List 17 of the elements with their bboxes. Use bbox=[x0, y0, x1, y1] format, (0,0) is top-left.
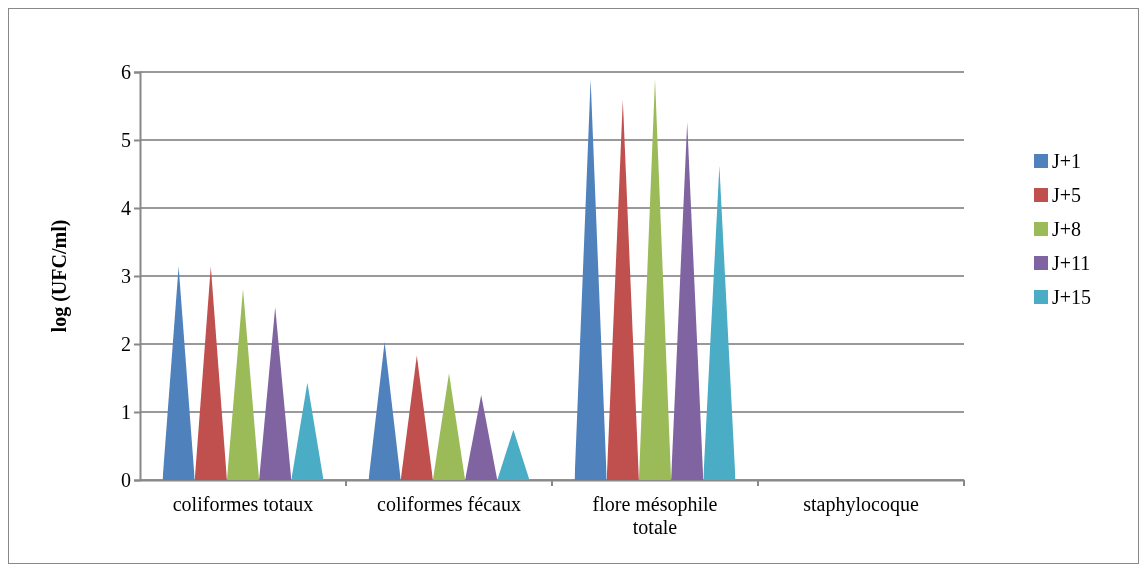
legend-label: J+11 bbox=[1052, 252, 1091, 274]
y-tick-label: 3 bbox=[121, 264, 131, 287]
x-tick-label: coliformes totaux bbox=[172, 493, 314, 515]
y-tick-label: 1 bbox=[121, 400, 131, 423]
y-tick-label: 4 bbox=[121, 196, 131, 219]
y-tick-label: 6 bbox=[121, 60, 131, 83]
legend-label: J+1 bbox=[1052, 150, 1082, 172]
y-axis-title: log (UFC/ml) bbox=[48, 219, 71, 333]
legend-label: J+8 bbox=[1052, 218, 1082, 240]
x-tick-label: flore mésophile totale bbox=[592, 493, 718, 538]
legend-label: J+5 bbox=[1052, 184, 1082, 206]
y-tick-label: 2 bbox=[121, 332, 131, 355]
x-tick-label: coliformes fécaux bbox=[377, 493, 521, 515]
x-tick-label: staphylocoque bbox=[803, 493, 919, 516]
y-tick-label: 0 bbox=[121, 468, 131, 491]
legend-label: J+15 bbox=[1052, 286, 1092, 308]
y-tick-label: 5 bbox=[121, 128, 131, 151]
